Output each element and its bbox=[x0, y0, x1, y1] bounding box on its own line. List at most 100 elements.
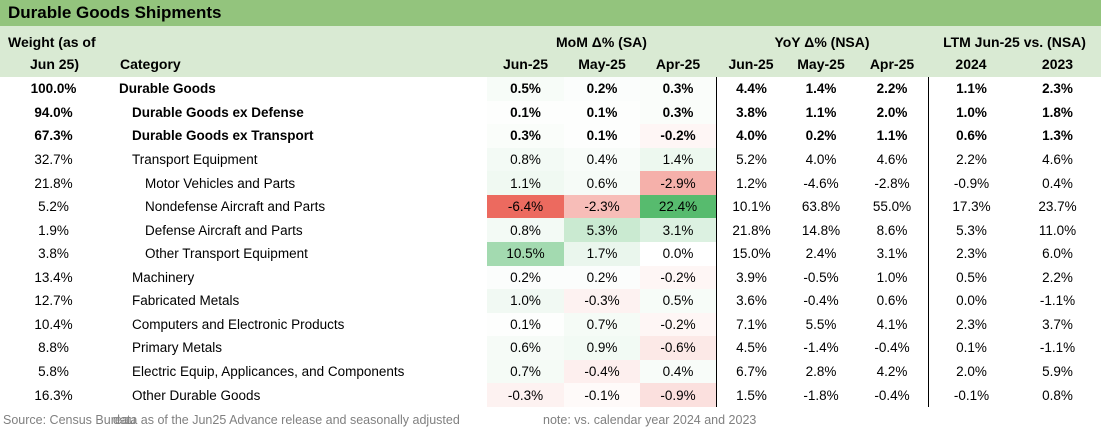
yoy-cell: 8.6% bbox=[876, 222, 908, 238]
mom-cell: 1.0% bbox=[487, 289, 564, 313]
category-cell: Durable Goods ex Transport bbox=[132, 128, 314, 144]
table-row: 100.0% Durable Goods 0.5% 0.2% 0.3% 4.4% 1.4% 2… bbox=[0, 77, 1101, 101]
table-row: 5.8% Electric Equip, Applicances, and Com… bbox=[0, 359, 1101, 384]
ltm-cell: 2.2% bbox=[1042, 269, 1073, 285]
ltm-cell: 1.1% bbox=[928, 77, 1014, 101]
mom-cell: 0.8% bbox=[487, 218, 564, 242]
mom-cell: -2.9% bbox=[640, 171, 716, 195]
mom-cell: -0.4% bbox=[564, 359, 640, 384]
table-row: 13.4% Machinery 0.2% 0.2% -0.2% 3.9% -0.5% 1.0%… bbox=[0, 265, 1101, 290]
page-title: Durable Goods Shipments bbox=[8, 3, 222, 22]
yoy-cell: 1.1% bbox=[805, 104, 837, 120]
footer-note: note: vs. calendar year 2024 and 2023 bbox=[543, 413, 757, 427]
ltm-cell: 4.6% bbox=[1042, 151, 1073, 167]
mom-cell: 10.5% bbox=[487, 241, 564, 266]
mom-cell: -0.1% bbox=[564, 383, 640, 407]
mom-cell: 0.3% bbox=[640, 100, 716, 125]
table-row: 21.8% Motor Vehicles and Parts 1.1% 0.6% -2.… bbox=[0, 171, 1101, 195]
group-header-ltm: LTM Jun-25 vs. (NSA) bbox=[943, 33, 1086, 50]
mom-cell: 0.2% bbox=[487, 265, 564, 290]
mom-cell: 0.6% bbox=[564, 171, 640, 195]
col-header-yoy-may25: May-25 bbox=[797, 56, 845, 72]
footer-source: Source: Census Bureau bbox=[3, 413, 136, 427]
weight-cell: 16.3% bbox=[34, 387, 73, 403]
yoy-cell: -0.4% bbox=[874, 387, 910, 403]
yoy-cell: 1.4% bbox=[805, 81, 837, 97]
yoy-cell: 5.5% bbox=[805, 316, 837, 332]
mom-cell: 0.7% bbox=[487, 359, 564, 384]
weight-cell: 5.2% bbox=[38, 199, 69, 215]
ltm-cell: 5.3% bbox=[928, 218, 1014, 242]
yoy-cell: 4.5% bbox=[716, 336, 786, 360]
weight-cell: 100.0% bbox=[30, 81, 77, 97]
yoy-cell: 4.1% bbox=[876, 316, 908, 332]
ltm-cell: -1.1% bbox=[1039, 293, 1076, 309]
yoy-cell: 4.4% bbox=[716, 77, 786, 101]
yoy-cell: 55.0% bbox=[872, 199, 912, 215]
yoy-cell: 4.6% bbox=[876, 151, 908, 167]
yoy-cell: 4.2% bbox=[876, 364, 908, 380]
table-row: 94.0% Durable Goods ex Defense 0.1% 0.1% 0.3… bbox=[0, 100, 1101, 125]
footer: Source: Census Bureau data as of the Jun… bbox=[0, 408, 1101, 434]
weight-cell: 94.0% bbox=[34, 104, 73, 120]
mom-cell: 0.7% bbox=[564, 312, 640, 337]
yoy-cell: 21.8% bbox=[716, 218, 786, 242]
yoy-cell: 1.5% bbox=[716, 383, 786, 407]
weight-cell: 13.4% bbox=[34, 269, 73, 285]
weight-header-line1: Weight (as of bbox=[8, 33, 96, 50]
category-cell: Electric Equip, Applicances, and Compone… bbox=[132, 364, 405, 380]
mom-cell: 0.2% bbox=[564, 77, 640, 101]
yoy-cell: -0.4% bbox=[803, 293, 839, 309]
category-cell: Fabricated Metals bbox=[132, 293, 240, 309]
ltm-cell: -1.1% bbox=[1039, 340, 1076, 356]
mom-cell: 1.7% bbox=[564, 241, 640, 266]
mom-cell: 1.4% bbox=[640, 147, 716, 172]
category-cell: Motor Vehicles and Parts bbox=[145, 175, 296, 191]
table-row: 3.8% Other Transport Equipment 10.5% 1.7% 0.… bbox=[0, 241, 1101, 266]
category-cell: Primary Metals bbox=[132, 340, 223, 356]
table-body: 100.0% Durable Goods 0.5% 0.2% 0.3% 4.4% 1.4% 2… bbox=[0, 77, 1101, 407]
weight-cell: 67.3% bbox=[34, 128, 73, 144]
mom-cell: 3.1% bbox=[640, 218, 716, 242]
mom-cell: -6.4% bbox=[487, 194, 564, 219]
mom-cell: -0.2% bbox=[640, 124, 716, 148]
ltm-cell: 2.3% bbox=[1042, 81, 1073, 97]
weight-cell: 3.8% bbox=[38, 246, 69, 262]
table-row: 5.2% Nondefense Aircraft and Parts -6.4% -2… bbox=[0, 194, 1101, 219]
mom-cell: 0.0% bbox=[662, 246, 694, 262]
mom-cell: 0.4% bbox=[640, 359, 716, 384]
mom-cell: 0.9% bbox=[564, 336, 640, 360]
yoy-cell: 5.2% bbox=[716, 147, 786, 172]
table-row: 67.3% Durable Goods ex Transport 0.3% 0.1% -… bbox=[0, 124, 1101, 148]
ltm-cell: -0.1% bbox=[928, 383, 1014, 407]
ltm-cell: 0.1% bbox=[928, 336, 1014, 360]
yoy-cell: 1.2% bbox=[716, 171, 786, 195]
ltm-cell: 23.7% bbox=[1038, 199, 1077, 215]
ltm-cell: 2.0% bbox=[928, 359, 1014, 384]
mom-cell: 22.4% bbox=[640, 194, 716, 219]
mom-cell: 5.3% bbox=[564, 218, 640, 242]
header-column-row: Jun 25) Category Jun-25 May-25 Apr-25 Ju… bbox=[0, 53, 1101, 75]
mom-cell: 0.1% bbox=[487, 312, 564, 337]
ltm-cell: 0.6% bbox=[928, 124, 1014, 148]
mom-cell: 0.6% bbox=[487, 336, 564, 360]
yoy-cell: 2.2% bbox=[876, 81, 908, 97]
mom-cell: 0.5% bbox=[640, 289, 716, 313]
weight-cell: 1.9% bbox=[38, 222, 69, 238]
category-header: Category bbox=[120, 56, 181, 72]
col-header-mom-apr25: Apr-25 bbox=[655, 56, 701, 72]
yoy-cell: -4.6% bbox=[803, 175, 839, 191]
category-cell: Machinery bbox=[132, 269, 195, 285]
table-row: 8.8% Primary Metals 0.6% 0.9% -0.6% 4.5% -1.4%… bbox=[0, 336, 1101, 360]
ltm-cell: -0.9% bbox=[928, 171, 1014, 195]
mom-cell: -2.3% bbox=[564, 194, 640, 219]
table-row: 10.4% Computers and Electronic Products 0.… bbox=[0, 312, 1101, 337]
mom-cell: -0.3% bbox=[564, 289, 640, 313]
title-bar: Durable Goods Shipments bbox=[0, 0, 1101, 26]
yoy-cell: 2.4% bbox=[805, 246, 837, 262]
yoy-cell: -1.4% bbox=[803, 340, 839, 356]
mom-cell: 0.1% bbox=[564, 100, 640, 125]
mom-cell: -0.6% bbox=[640, 336, 716, 360]
ltm-cell: 2.3% bbox=[928, 312, 1014, 337]
yoy-cell: 1.0% bbox=[876, 269, 908, 285]
